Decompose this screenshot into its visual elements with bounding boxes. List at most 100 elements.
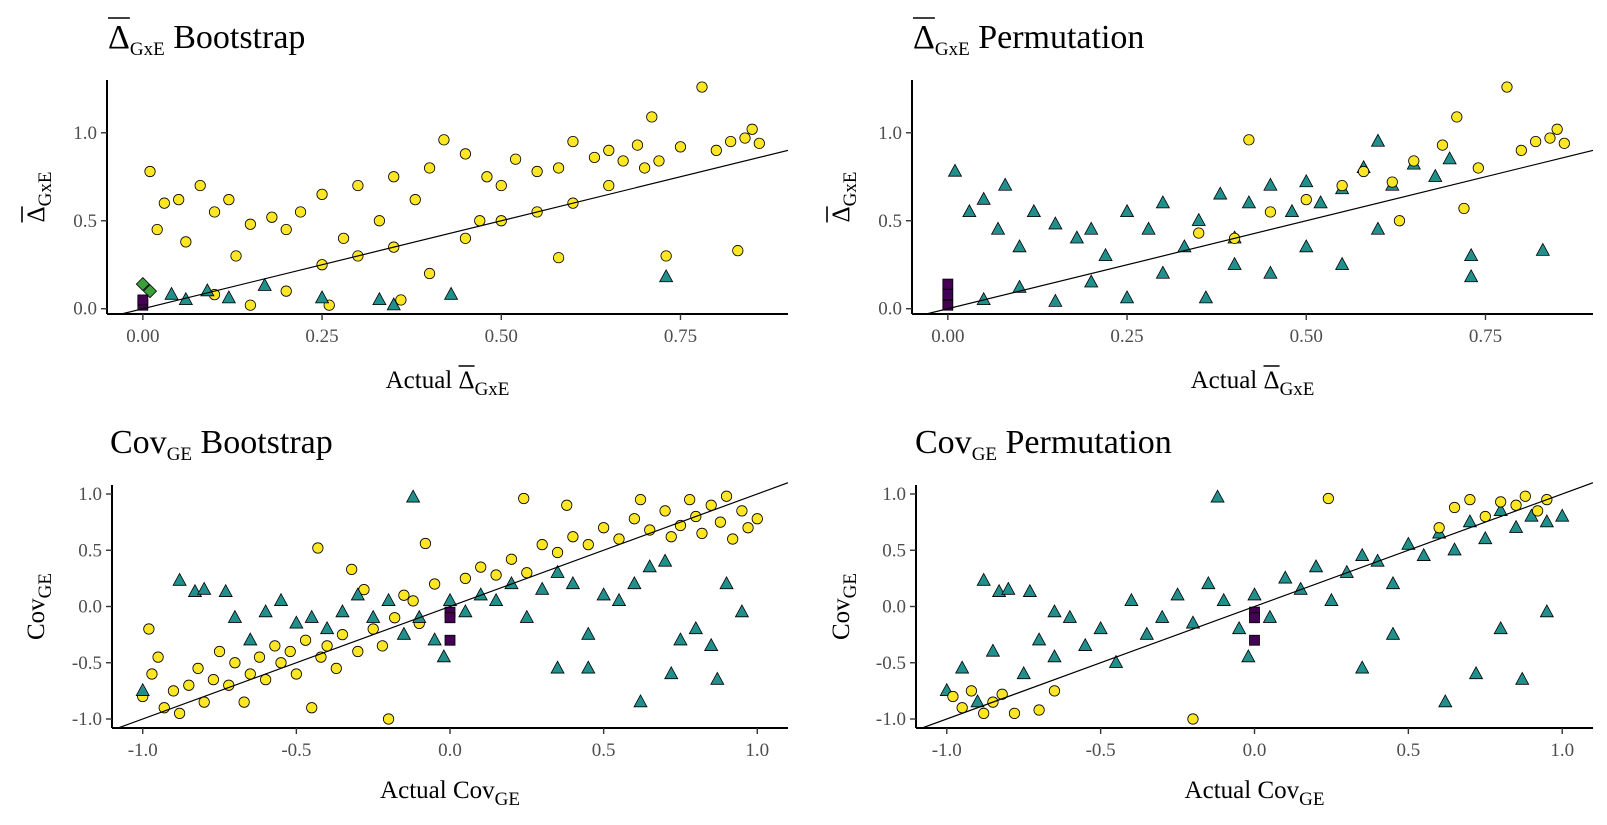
circle-point <box>1048 685 1061 697</box>
y-axis-title: CovGE <box>23 573 56 640</box>
svg-text:Actual CovGE: Actual CovGE <box>380 777 520 810</box>
triangle-point <box>372 291 387 306</box>
triangle-point <box>1401 536 1416 550</box>
circle-point <box>1386 176 1398 188</box>
triangle-point <box>535 581 550 595</box>
circle-point <box>1300 194 1312 206</box>
triangle-point <box>1012 239 1027 253</box>
y-tick-label: -1.0 <box>72 709 102 730</box>
y-axis-title-main: Cov <box>828 598 855 640</box>
square-point <box>444 634 456 646</box>
circle-point <box>518 492 530 505</box>
triangle-point <box>657 553 673 567</box>
triangle-point <box>1241 195 1257 209</box>
triangle-point <box>1062 609 1078 623</box>
series-square <box>137 294 149 311</box>
circle-point <box>1519 490 1531 502</box>
triangle-point <box>970 694 985 708</box>
triangle-point <box>1313 195 1328 209</box>
circle-point <box>567 135 579 148</box>
y-tick-label: 0.5 <box>882 540 906 561</box>
x-tick-label: 0.0 <box>1243 740 1267 761</box>
diamond-point <box>142 284 158 299</box>
circle-point <box>152 651 164 663</box>
circle-point <box>1193 227 1205 239</box>
circle-point <box>352 179 364 192</box>
triangle-point <box>1241 649 1256 663</box>
triangle-point <box>673 632 688 646</box>
x-tick-label: 0.75 <box>664 326 697 347</box>
series-diamond <box>135 277 158 299</box>
circle-point <box>705 499 717 511</box>
svg-text:ΔGxE: ΔGxE <box>828 172 861 223</box>
triangle-point <box>1462 514 1478 528</box>
panel-title-sub: GE <box>167 444 192 465</box>
circle-point <box>588 151 601 164</box>
circle-point <box>1458 202 1470 215</box>
circle-point <box>696 81 708 93</box>
triangle-point <box>976 191 991 205</box>
x-axis-title: Actual CovGE <box>1185 777 1325 810</box>
x-axis-title-sub: GE <box>495 789 520 810</box>
panel-title: ΔGxE Permutation <box>913 17 1144 60</box>
triangle-point <box>1201 575 1216 590</box>
triangle-point <box>1468 665 1484 680</box>
triangle-point <box>289 615 304 629</box>
triangle-point <box>1416 547 1431 561</box>
circle-point <box>352 645 364 658</box>
circle-point <box>198 696 210 708</box>
triangle-point <box>1026 203 1042 218</box>
circle-point <box>1358 165 1370 178</box>
series-circle <box>144 81 765 311</box>
triangle-point <box>1355 660 1370 674</box>
triangle-point <box>458 604 473 618</box>
circle-point <box>1433 522 1445 534</box>
circle-point <box>660 250 672 262</box>
circle-point <box>603 179 615 192</box>
x-tick-label: 0.0 <box>438 740 462 761</box>
circle-point <box>280 223 292 236</box>
triangle-point <box>1442 151 1457 165</box>
circle-point <box>536 539 548 551</box>
panel-title-main: Cov <box>110 424 167 461</box>
circle-point <box>521 567 533 579</box>
circle-point <box>1551 123 1563 135</box>
circle-point <box>746 123 758 135</box>
series-triangle <box>164 269 674 311</box>
circle-point <box>956 702 968 714</box>
circle-point <box>229 657 241 669</box>
triangle-point <box>1191 212 1206 226</box>
circle-point <box>1472 162 1484 174</box>
square-point <box>1249 634 1260 646</box>
triangle-point <box>405 489 421 503</box>
circle-point <box>376 640 388 652</box>
circle-point <box>367 623 379 635</box>
circle-point <box>280 285 292 297</box>
circle-point <box>398 589 410 601</box>
circle-point <box>266 211 278 223</box>
circle-point <box>294 206 307 218</box>
triangle-point <box>1216 592 1231 606</box>
x-axis-title-sub: GxE <box>1280 379 1315 400</box>
circle-point <box>321 640 333 652</box>
circle-point <box>617 155 629 167</box>
panel-title: CovGE Bootstrap <box>110 424 333 465</box>
circle-point <box>1451 111 1463 123</box>
triangle-point <box>704 637 719 651</box>
triangle-point <box>1299 174 1314 188</box>
y-tick-label: 0.5 <box>878 211 902 232</box>
triangle-point <box>596 587 611 601</box>
triangle-point <box>172 572 187 586</box>
triangle-point <box>1355 547 1370 561</box>
svg-text:CovGE: CovGE <box>828 573 861 640</box>
triangle-point <box>1535 242 1550 256</box>
circle-point <box>1510 499 1522 511</box>
triangle-point <box>1278 570 1293 584</box>
triangle-point <box>1299 239 1314 253</box>
circle-point <box>144 165 156 178</box>
triangle-point <box>1078 637 1093 651</box>
circle-point <box>223 194 235 206</box>
circle-point <box>429 578 441 590</box>
